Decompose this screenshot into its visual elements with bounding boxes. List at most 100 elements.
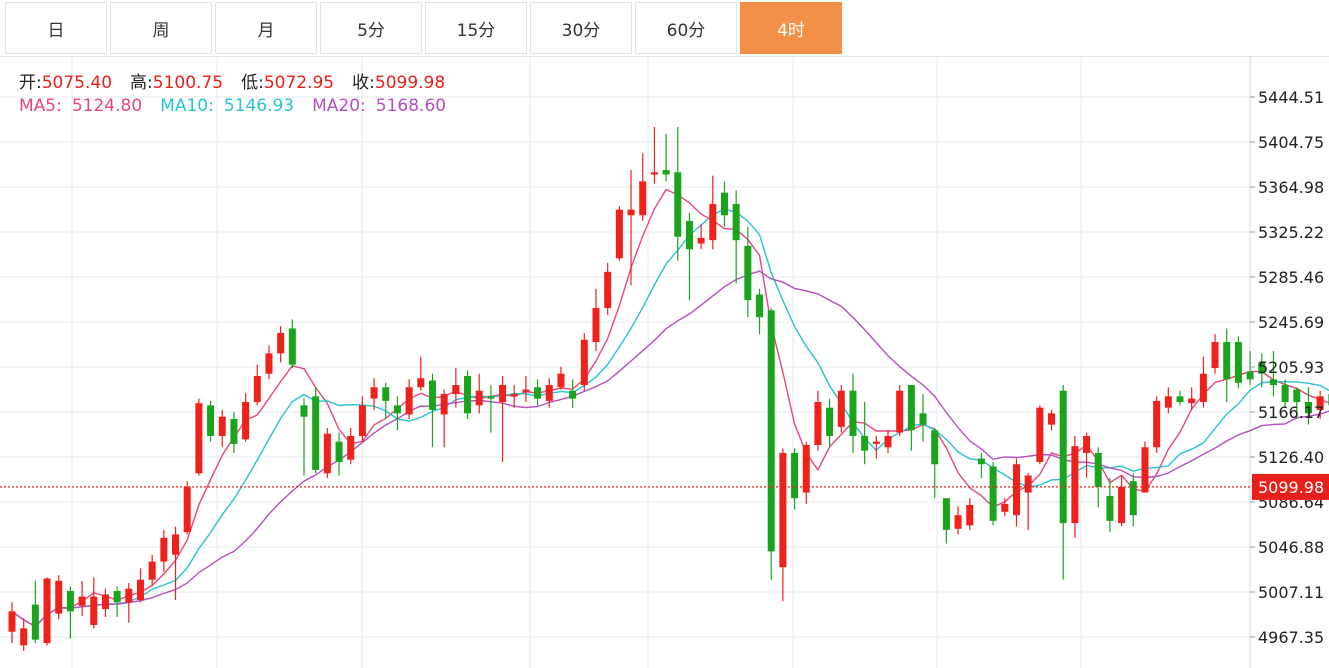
candle-body [1316, 396, 1324, 410]
candle [90, 577, 98, 629]
candle-body [1106, 495, 1114, 521]
ma10-label: MA10: [160, 96, 214, 116]
candle-body [615, 209, 623, 259]
candle [195, 398, 203, 476]
candle [1246, 351, 1254, 386]
candle [487, 385, 495, 433]
candle-body [265, 353, 273, 374]
candle-body [849, 390, 857, 436]
candle [989, 461, 997, 526]
tab-60min[interactable]: 60分 [635, 2, 737, 54]
candle-body [744, 245, 752, 301]
candle [732, 190, 740, 284]
candle-body [826, 407, 834, 436]
candle-body [312, 396, 320, 470]
candle-body [1176, 396, 1184, 403]
candle [136, 568, 144, 603]
candle-body [1293, 389, 1301, 403]
candle [744, 226, 752, 318]
open-label: 开: [19, 73, 42, 93]
candle-body [487, 396, 495, 399]
candle [31, 580, 39, 644]
candle-body [300, 405, 308, 417]
candle-body [31, 604, 39, 640]
axis-tick-label: 5404.75 [1258, 133, 1324, 152]
candle [977, 452, 985, 478]
candle [1188, 387, 1196, 410]
tab-week[interactable]: 周 [110, 2, 212, 54]
candle [907, 385, 915, 451]
candle [20, 618, 28, 651]
candle [849, 373, 857, 453]
candle-body [861, 435, 869, 451]
candle-body [1153, 400, 1161, 448]
candle-body [1258, 362, 1266, 374]
candle-body [78, 596, 86, 606]
candle-body [837, 390, 845, 427]
tab-15min[interactable]: 15分 [425, 2, 527, 54]
tab-4hour[interactable]: 4时 [740, 2, 842, 54]
ma-legend: MA5: 5124.80 MA10: 5146.93 MA20: 5168.60 [19, 96, 446, 116]
candlestick-chart[interactable]: 5444.51 5404.75 5364.98 5325.22 5285.46 5245.… [0, 56, 1329, 668]
tab-30min[interactable]: 30分 [530, 2, 632, 54]
candle-body [907, 385, 915, 431]
candle-body [942, 498, 950, 530]
candle-body [872, 441, 880, 444]
candle [1304, 387, 1312, 425]
candle [300, 398, 308, 476]
high-value: 5100.75 [152, 73, 224, 93]
tab-month[interactable]: 月 [215, 2, 317, 54]
candle-body [101, 594, 109, 610]
candle-body [207, 405, 215, 436]
tab-5min[interactable]: 5分 [320, 2, 422, 54]
candle-body [977, 458, 985, 465]
candle-body [1164, 396, 1172, 408]
candle [464, 370, 472, 419]
candle [1012, 458, 1020, 527]
axis-tick-label: 5325.22 [1258, 223, 1324, 242]
candle-body [650, 172, 658, 175]
candle [779, 448, 787, 602]
candle-body [1141, 447, 1149, 493]
candle-body [452, 385, 460, 395]
candle-body [557, 373, 565, 388]
candle-body [230, 418, 238, 444]
open-value: 5075.40 [41, 73, 113, 93]
candle-body [43, 578, 51, 644]
candle [1059, 385, 1067, 580]
candle [417, 356, 425, 391]
candle-body [1199, 373, 1207, 403]
ma5-label: MA5: [19, 96, 62, 116]
candle [931, 428, 939, 499]
candle [499, 375, 507, 462]
tab-day[interactable]: 日 [5, 2, 107, 54]
candle [534, 379, 542, 406]
axis-tick-label: 5444.51 [1258, 88, 1324, 107]
candle [709, 175, 717, 250]
axis-tick-label: 5046.88 [1258, 538, 1324, 557]
candle [662, 133, 670, 182]
candle [312, 387, 320, 474]
candle [1164, 387, 1172, 414]
candle-body [335, 441, 343, 462]
candle-body [732, 203, 740, 241]
ma20-label: MA20: [312, 96, 366, 116]
ma10-line [11, 208, 1329, 628]
ohlc-legend: 开:5075.40 高:5100.75 低:5072.95 收:5099.98 [19, 68, 445, 93]
candle-body [323, 433, 331, 474]
candle-body [1188, 398, 1196, 404]
candle [125, 583, 133, 623]
candle-body [919, 413, 927, 425]
axis-tick-label: 5126.40 [1258, 448, 1324, 467]
candle [791, 448, 799, 510]
candle-body [1083, 435, 1091, 453]
candle-body [767, 310, 775, 552]
candle-body [277, 332, 285, 354]
candle [685, 213, 693, 301]
candle [370, 378, 378, 410]
candle-body [464, 375, 472, 414]
candle [172, 526, 180, 601]
candle-body [580, 339, 588, 386]
candle [218, 409, 226, 448]
candle-body [510, 394, 518, 397]
